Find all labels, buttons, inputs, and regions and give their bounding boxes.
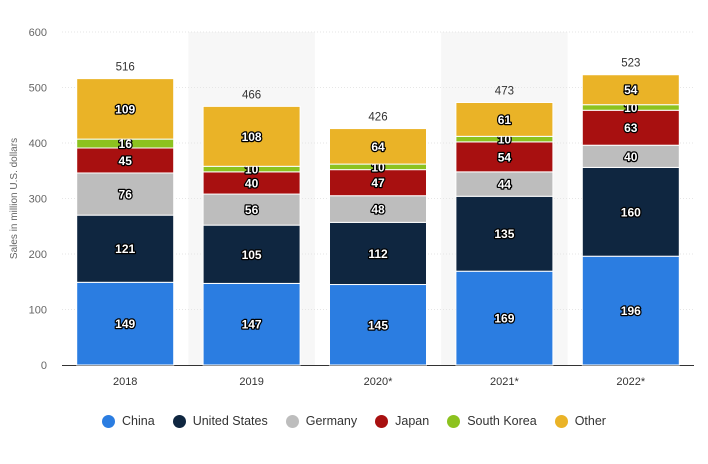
legend-item[interactable]: South Korea	[447, 414, 537, 428]
x-tick-label: 2021*	[490, 376, 519, 388]
data-label: 56	[245, 203, 259, 217]
data-label: 47	[371, 176, 385, 190]
x-tick-label: 2018	[113, 376, 137, 388]
data-label: 149	[115, 317, 135, 331]
legend-label: Japan	[395, 414, 430, 428]
legend-label: China	[122, 414, 155, 428]
data-label: 54	[624, 83, 638, 97]
data-label: 64	[371, 140, 385, 154]
legend-item[interactable]: United States	[172, 414, 268, 428]
y-tick-label: 0	[41, 360, 47, 372]
bar-segment	[202, 282, 301, 366]
bar-segment	[76, 147, 175, 174]
legend-label: Germany	[305, 414, 358, 428]
total-label: 466	[242, 89, 261, 101]
bar-segment	[329, 195, 427, 223]
chart-legend: China United States Germany Japan South Kore…	[0, 411, 708, 431]
bar-segment	[329, 128, 427, 165]
legend-swatch	[375, 414, 389, 428]
data-label: 76	[119, 188, 133, 202]
total-label: 516	[116, 62, 135, 74]
legend-swatch	[447, 414, 461, 428]
bar-segment	[202, 193, 301, 226]
data-label: 145	[368, 318, 388, 332]
bar-segment	[329, 284, 427, 366]
bar-segment	[581, 166, 680, 257]
bar-segment	[581, 255, 680, 366]
data-label: 147	[242, 318, 262, 332]
bar-segment	[455, 141, 554, 173]
legend-label: United States	[192, 414, 268, 428]
data-label: 169	[494, 312, 514, 326]
data-label: 40	[245, 176, 259, 190]
legend-swatch	[554, 414, 568, 428]
legend-item[interactable]: Japan	[375, 414, 429, 428]
x-tick-label: 2020*	[364, 376, 393, 388]
bar-segment	[455, 195, 554, 272]
total-label: 523	[621, 58, 640, 70]
y-tick-label: 100	[29, 305, 47, 317]
legend-item[interactable]: China	[102, 414, 155, 428]
bar-segment	[202, 105, 301, 167]
y-tick-label: 200	[29, 249, 47, 261]
total-label: 426	[368, 112, 387, 124]
data-label: 48	[371, 203, 385, 217]
bar-segment	[581, 109, 680, 146]
y-tick-label: 300	[29, 194, 47, 206]
data-label: 112	[368, 247, 388, 261]
data-label: 40	[624, 150, 638, 164]
legend-swatch	[172, 414, 186, 428]
bar-segment	[455, 270, 554, 366]
data-label: 121	[115, 242, 135, 256]
legend-item[interactable]: Other	[554, 414, 606, 428]
data-label: 196	[621, 304, 641, 318]
legend-label: South Korea	[467, 414, 537, 428]
x-tick-label: 2022*	[616, 376, 645, 388]
bar-segment	[76, 214, 175, 283]
y-tick-label: 500	[29, 83, 47, 95]
data-label: 109	[115, 102, 135, 116]
legend-swatch	[102, 414, 116, 428]
data-label: 105	[242, 248, 262, 262]
bar-segment	[76, 78, 175, 140]
bar-segment	[581, 74, 680, 106]
data-label: 44	[498, 178, 512, 192]
data-label: 63	[624, 121, 638, 135]
data-label: 160	[621, 205, 641, 219]
y-tick-label: 400	[29, 138, 47, 150]
legend-label: Other	[574, 414, 606, 428]
bar-segment	[329, 169, 427, 197]
x-tick-label: 2019	[239, 376, 263, 388]
data-label: 61	[498, 113, 512, 127]
data-label: 54	[498, 150, 512, 164]
y-tick-label: 600	[29, 27, 47, 39]
bar-segment	[76, 281, 175, 366]
bar-segment	[455, 101, 554, 137]
bar-segment	[76, 172, 175, 216]
data-label: 16	[119, 137, 133, 151]
legend-swatch	[285, 414, 299, 428]
data-label: 45	[119, 154, 133, 168]
y-axis-title: Sales in million U.S. dollars	[9, 138, 20, 259]
data-label: 108	[242, 130, 262, 144]
total-label: 473	[495, 85, 514, 97]
data-label: 135	[494, 227, 514, 241]
stacked-bar-chart: 0 100 200 300 400 500 600 Sales in million U.S.…	[9, 27, 694, 388]
legend-item[interactable]: Germany	[285, 414, 358, 428]
